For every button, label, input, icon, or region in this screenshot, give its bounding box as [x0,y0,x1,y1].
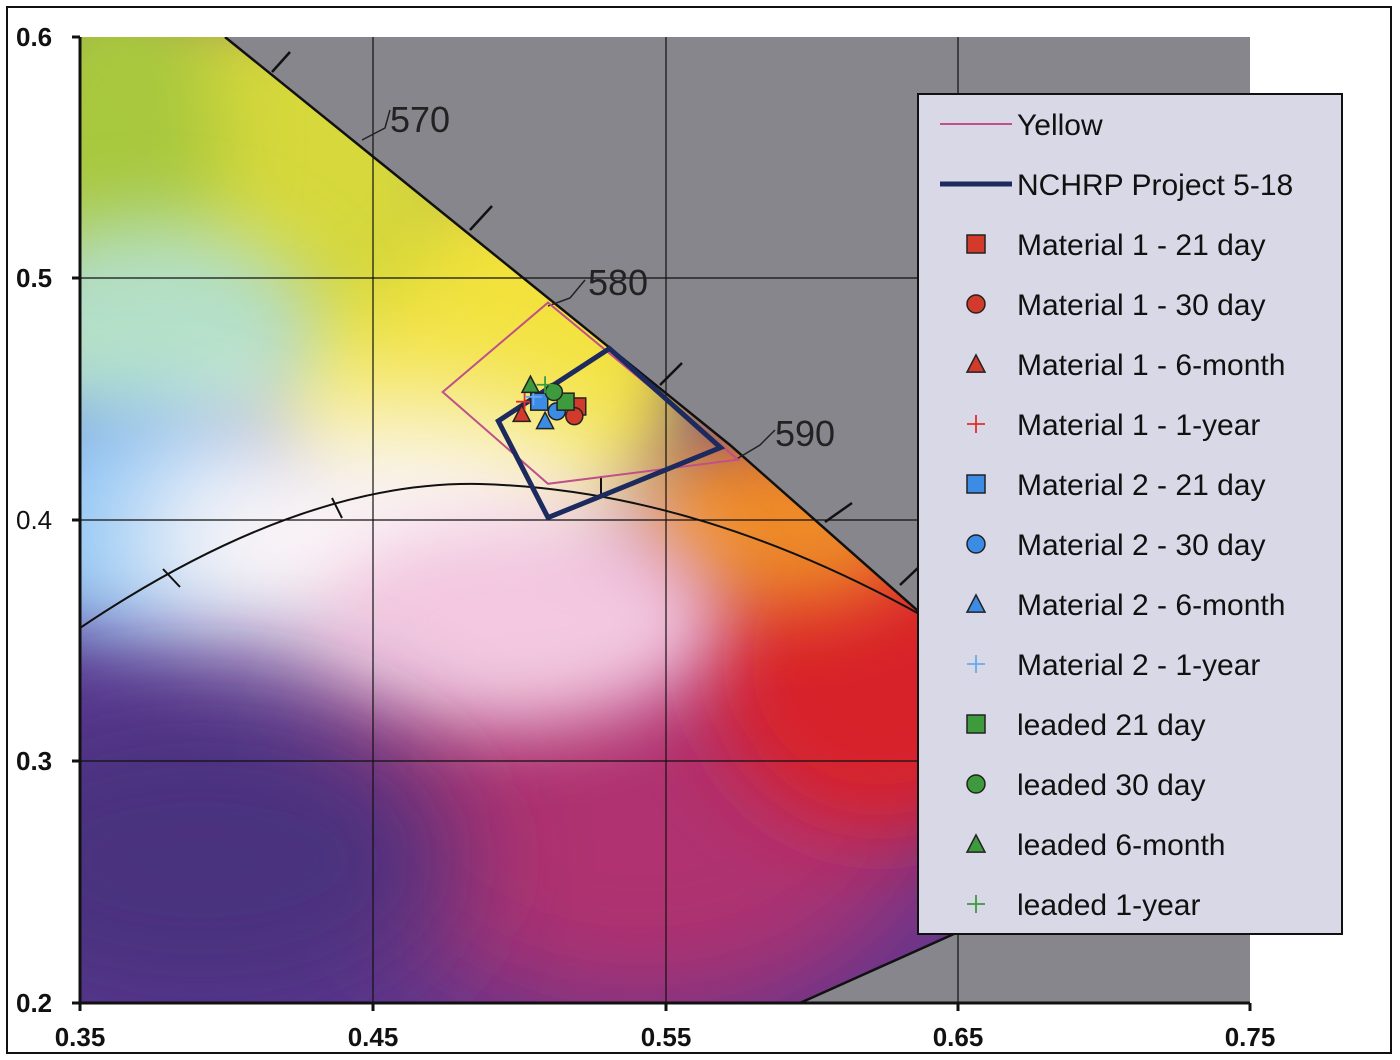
legend-label: Material 1 - 21 day [1017,229,1265,262]
y-tick-label: 0.5 [16,263,52,293]
x-tick-label: 0.55 [641,1022,692,1052]
legend-item: Material 1 - 21 day [966,229,1265,262]
wavelength-labels: 570 580 590 [361,99,835,461]
wavelength-label-590: 590 [775,413,835,454]
y-tick-label: 0.4 [16,505,52,535]
legend-marker-swatch [966,774,986,794]
legend-label: Material 2 - 21 day [1017,469,1265,502]
axes [72,35,1252,1011]
x-tick-label: 0.45 [348,1022,399,1052]
legend-marker-swatch [966,474,986,494]
legend-marker-swatch [966,234,986,254]
legend-marker-swatch [967,655,985,673]
legend-label: NCHRP Project 5-18 [1017,169,1293,202]
y-tick-label: 0.6 [16,22,52,52]
legend-marker-swatch [967,415,985,433]
y-tick-labels: 0.6 0.5 0.4 0.3 0.2 [16,22,52,1018]
x-tick-label: 0.75 [1225,1022,1276,1052]
legend-label: Material 1 - 30 day [1017,289,1265,322]
legend-item: Material 2 - 6-month [965,589,1285,622]
legend-marker-swatch [965,593,987,613]
legend-label: leaded 1-year [1017,889,1200,922]
data-point [544,382,564,402]
legend-item: leaded 6-month [965,829,1225,862]
legend-marker-swatch [965,353,987,373]
legend-label: Material 1 - 1-year [1017,409,1260,442]
legend-marker-swatch [966,294,986,314]
legend-items: Yellow NCHRP Project 5-18 Material 1 - 21 … [940,109,1293,922]
legend-label: leaded 21 day [1017,709,1206,742]
legend-item: leaded 1-year [967,889,1200,922]
data-points [511,374,587,430]
legend-marker-swatch [966,714,986,734]
x-tick-labels: 0.35 0.45 0.55 0.65 0.75 [55,1022,1276,1052]
nchrp-boundary [495,345,726,521]
planckian-locus [80,476,931,629]
legend: Yellow NCHRP Project 5-18 Material 1 - 21 … [917,93,1343,935]
data-point [535,410,555,430]
legend-item: Yellow [940,109,1103,142]
x-tick-label: 0.35 [55,1022,106,1052]
wavelength-label-580: 580 [588,262,648,303]
x-tick-label: 0.65 [933,1022,984,1052]
legend-item: Material 2 - 21 day [966,469,1265,502]
legend-label: leaded 6-month [1017,829,1225,862]
legend-label: Material 2 - 1-year [1017,649,1260,682]
legend-item: Material 1 - 30 day [966,289,1265,322]
legend-item: leaded 21 day [966,709,1206,742]
legend-item: Material 2 - 1-year [967,649,1260,682]
data-point [511,403,532,423]
legend-item: Material 1 - 1-year [967,409,1260,442]
legend-item: NCHRP Project 5-18 [940,169,1293,202]
boundary-polygons [441,301,741,521]
legend-label: Material 2 - 6-month [1017,589,1285,622]
legend-item: leaded 30 day [966,769,1206,802]
legend-marker-swatch [966,534,986,554]
legend-item: Material 1 - 6-month [965,349,1285,382]
legend-label: Material 2 - 30 day [1017,529,1265,562]
y-tick-label: 0.3 [16,746,52,776]
legend-marker-swatch [967,895,985,913]
legend-label: leaded 30 day [1017,769,1206,802]
wavelength-label-570: 570 [390,99,450,140]
data-point [536,376,554,394]
data-point [520,374,541,394]
legend-label: Material 1 - 6-month [1017,349,1285,382]
y-tick-label: 0.2 [16,988,52,1018]
legend-marker-swatch [965,833,987,853]
legend-label: Yellow [1017,109,1103,142]
legend-item: Material 2 - 30 day [966,529,1265,562]
